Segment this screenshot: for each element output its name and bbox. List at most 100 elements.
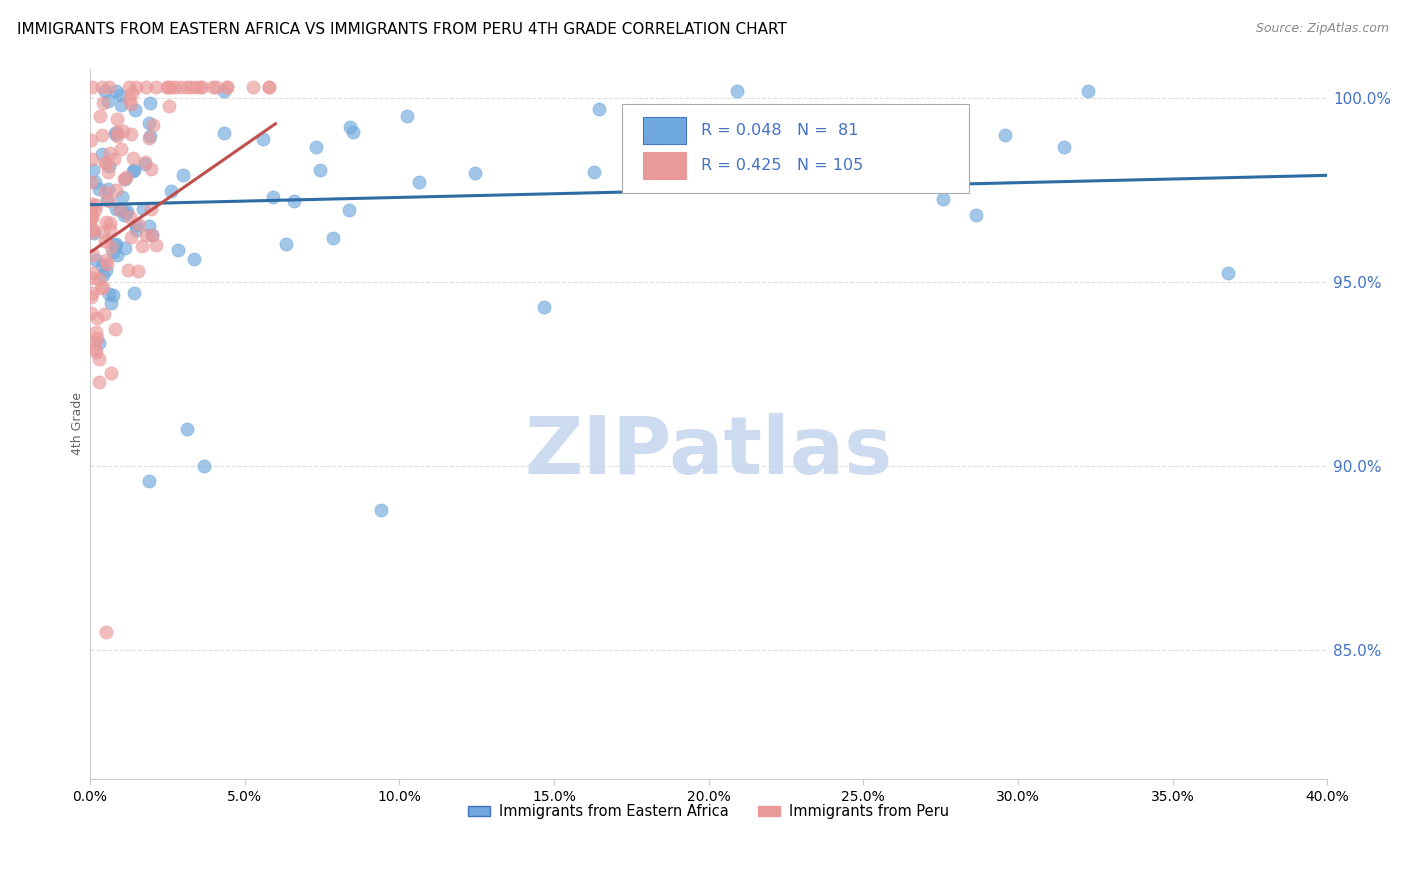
Point xyxy=(94,252,117,267)
Point xyxy=(105,183,128,197)
Point xyxy=(100,367,122,381)
Point xyxy=(1077,84,1099,98)
Point xyxy=(121,164,143,178)
Point xyxy=(139,162,162,177)
Point xyxy=(86,331,108,345)
Point xyxy=(193,459,215,474)
Point xyxy=(138,130,160,145)
Point xyxy=(120,229,142,244)
Point xyxy=(104,202,127,216)
Point xyxy=(110,142,132,156)
Point xyxy=(212,127,235,141)
Point xyxy=(117,263,139,277)
Text: R = 0.048   N =  81: R = 0.048 N = 81 xyxy=(702,123,859,138)
Point xyxy=(138,474,160,488)
Point xyxy=(115,206,138,220)
Point xyxy=(127,264,149,278)
Point xyxy=(131,239,153,253)
Point xyxy=(134,157,156,171)
Point xyxy=(82,226,104,240)
Point xyxy=(188,79,211,94)
Point xyxy=(82,247,104,261)
Point xyxy=(176,79,198,94)
Point xyxy=(115,204,138,219)
Point xyxy=(80,79,103,94)
Point xyxy=(96,193,118,207)
Point xyxy=(100,240,122,254)
Point xyxy=(309,162,332,177)
Point xyxy=(89,182,111,196)
Point xyxy=(127,217,149,231)
Point xyxy=(100,296,122,310)
Point xyxy=(118,211,141,225)
Point xyxy=(110,97,132,112)
Point xyxy=(103,287,125,301)
Point xyxy=(84,202,107,217)
Point xyxy=(134,155,156,169)
Point xyxy=(105,112,128,127)
Point xyxy=(160,79,183,94)
Point xyxy=(94,156,117,170)
Point xyxy=(94,234,117,248)
Point xyxy=(93,307,115,321)
Point xyxy=(120,96,142,111)
Point xyxy=(205,79,228,94)
Point xyxy=(97,165,120,179)
Point xyxy=(121,86,143,100)
Point xyxy=(124,103,146,118)
Point xyxy=(98,146,121,161)
Point xyxy=(1053,140,1076,154)
Point xyxy=(408,175,430,189)
Point xyxy=(90,79,112,94)
Y-axis label: 4th Grade: 4th Grade xyxy=(72,392,84,456)
Point xyxy=(84,252,107,267)
Point xyxy=(96,215,118,229)
Point xyxy=(82,163,104,178)
Point xyxy=(165,79,187,94)
Point xyxy=(80,290,103,304)
Point xyxy=(120,127,142,141)
Point xyxy=(84,343,107,357)
Point xyxy=(276,237,298,252)
Point xyxy=(122,285,145,300)
Point xyxy=(105,129,128,144)
Point xyxy=(725,84,748,98)
Point xyxy=(142,118,165,132)
Point xyxy=(91,280,114,294)
Point xyxy=(87,375,110,389)
Point xyxy=(139,95,162,110)
Point xyxy=(82,222,104,236)
Point xyxy=(87,352,110,367)
Point xyxy=(370,503,392,517)
Point xyxy=(98,221,121,235)
Point xyxy=(145,79,167,94)
Point xyxy=(82,266,104,280)
Point xyxy=(80,200,103,214)
Point xyxy=(104,84,127,98)
Point xyxy=(84,344,107,359)
Point xyxy=(145,237,167,252)
Point xyxy=(141,228,163,243)
Point xyxy=(125,218,148,232)
Point xyxy=(87,335,110,350)
Point xyxy=(80,306,103,320)
Point xyxy=(141,228,163,243)
Point xyxy=(118,92,141,106)
Point xyxy=(322,230,344,244)
Point xyxy=(110,202,132,216)
Point xyxy=(122,163,145,178)
Point xyxy=(94,263,117,277)
Point xyxy=(156,79,179,94)
Point xyxy=(86,310,108,325)
Point xyxy=(160,184,183,198)
Point xyxy=(125,223,148,237)
FancyBboxPatch shape xyxy=(643,153,686,179)
Point xyxy=(80,222,103,236)
Point xyxy=(94,156,117,170)
Point xyxy=(138,219,160,234)
Point xyxy=(259,79,281,94)
Point xyxy=(86,326,108,340)
Point xyxy=(98,79,121,94)
Point xyxy=(90,147,112,161)
Point xyxy=(83,227,105,241)
